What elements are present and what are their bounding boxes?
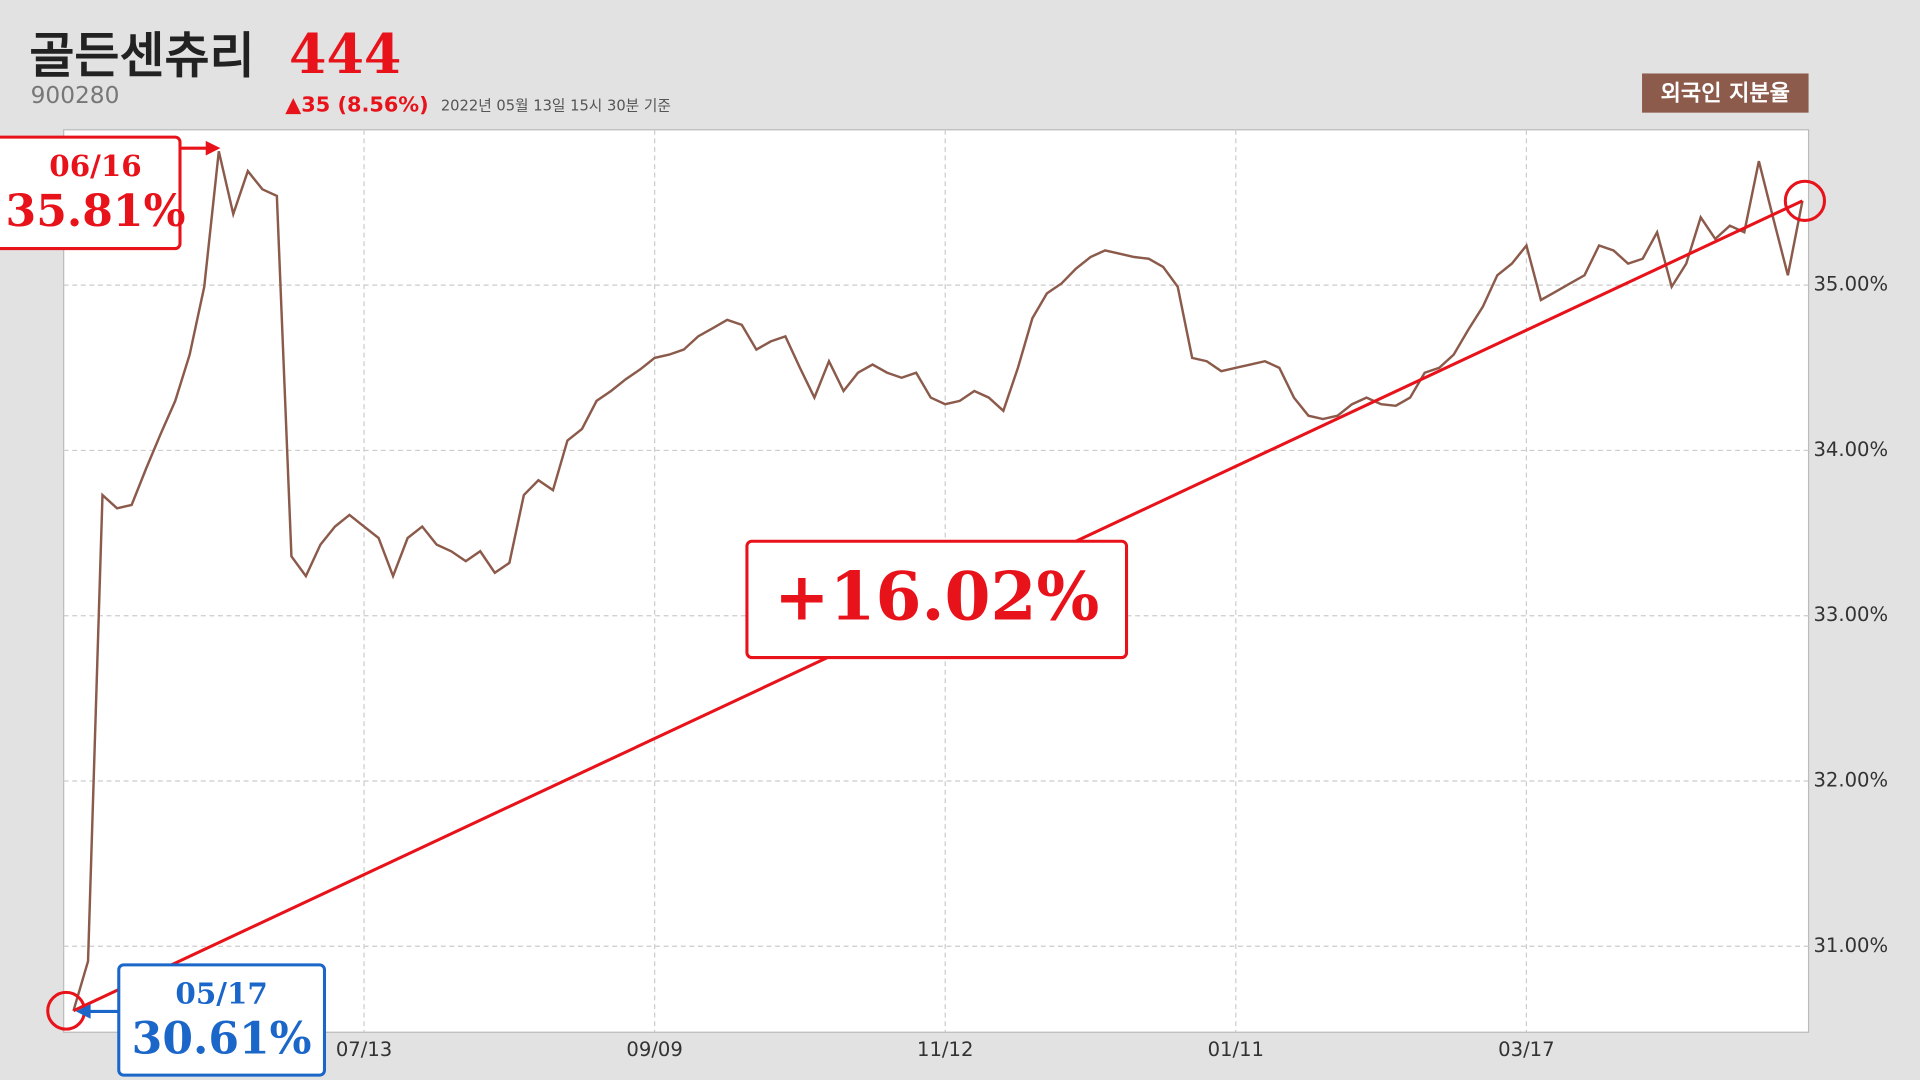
annotation-date: 05/17 xyxy=(175,976,268,1011)
x-tick-label: 03/17 xyxy=(1498,1038,1554,1061)
stock-name: 골든센츄리 xyxy=(29,27,254,84)
line-series xyxy=(72,150,1804,1012)
stock-code: 900280 xyxy=(31,82,120,109)
badge-bg xyxy=(1642,73,1809,113)
y-tick-label: 33.00% xyxy=(1813,603,1888,626)
y-tick-label: 32.00% xyxy=(1813,769,1888,792)
arrow-head xyxy=(205,140,221,156)
y-tick-label: 35.00% xyxy=(1813,273,1888,296)
annotation-box xyxy=(117,963,327,1077)
annotation-value: 35.81% xyxy=(6,186,186,237)
marks xyxy=(72,150,1804,1012)
annotation-value: 30.61% xyxy=(132,1014,312,1065)
price: 444 xyxy=(289,22,401,86)
y-tick-label: 34.00% xyxy=(1813,438,1888,461)
badge: 외국인 지분율 xyxy=(1661,81,1790,106)
annotation-box xyxy=(0,135,182,251)
change-box xyxy=(745,539,1129,660)
x-tick-label: 01/11 xyxy=(1208,1038,1264,1061)
price-change: ▲35 (8.56%) xyxy=(285,92,428,116)
x-tick-label: 07/13 xyxy=(336,1038,392,1061)
y-tick-label: 31.00% xyxy=(1813,934,1888,957)
end-circle xyxy=(1783,179,1827,222)
timestamp: 2022년 05월 13일 15시 30분 기준 xyxy=(441,98,671,115)
x-tick-label: 11/12 xyxy=(917,1038,973,1061)
grid: 31.00% 32.00% 33.00% 34.00% 35.00% 07/13 09/09… xyxy=(63,129,1888,1061)
x-tick-label: 09/09 xyxy=(626,1038,682,1061)
annotation-date: 06/16 xyxy=(49,148,141,183)
arrow-head xyxy=(75,1004,91,1019)
change-label: +16.02% xyxy=(774,557,1099,635)
